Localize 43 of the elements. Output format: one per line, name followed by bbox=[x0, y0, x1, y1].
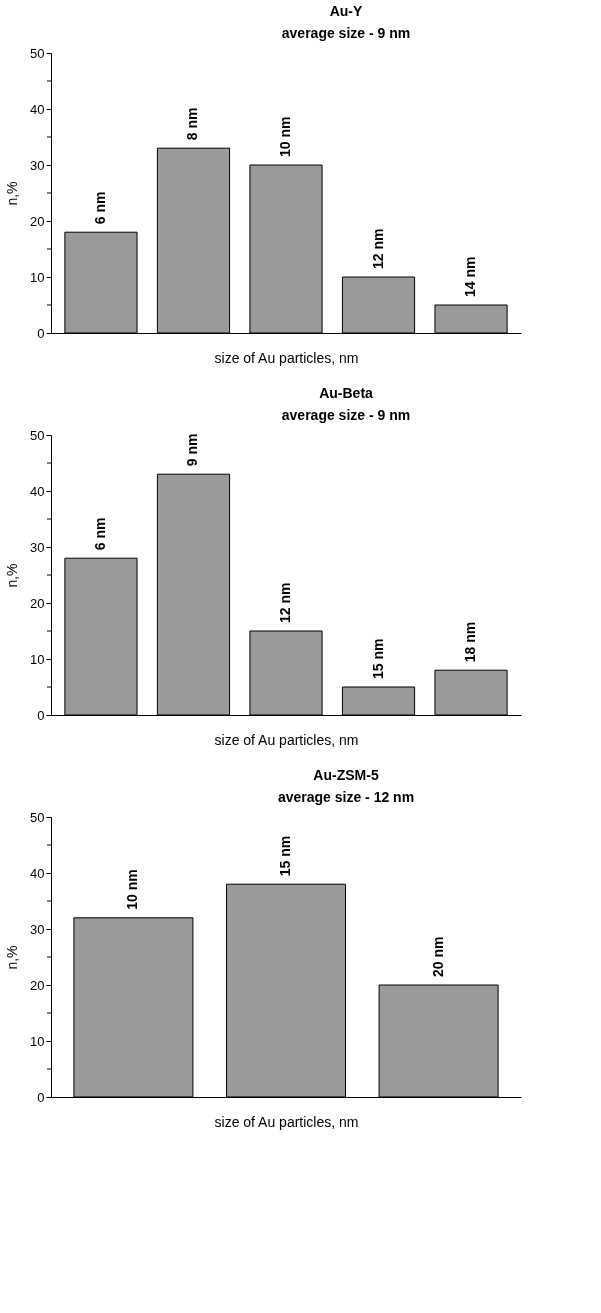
y-tick-label: 30 bbox=[30, 539, 45, 555]
y-axis-title: n,% bbox=[4, 181, 21, 206]
y-tick-label: 40 bbox=[30, 483, 45, 499]
y-axis-title: n,% bbox=[4, 563, 21, 588]
x-tick-label: 12 nm bbox=[369, 228, 386, 269]
x-tick-label: 12 nm bbox=[277, 582, 293, 623]
chart-title: Au-ZSM-5 bbox=[313, 767, 379, 783]
y-tick-label: 10 bbox=[30, 1033, 45, 1049]
y-tick-label: 50 bbox=[30, 809, 45, 825]
x-tick-label: 9 nm bbox=[184, 433, 201, 467]
y-tick-label: 20 bbox=[30, 213, 45, 229]
y-axis-title: n,% bbox=[4, 945, 21, 970]
chart-subtitle: average size - 9 nm bbox=[281, 25, 411, 41]
y-tick-label: 30 bbox=[30, 921, 45, 937]
y-tick-label: 20 bbox=[30, 977, 45, 993]
x-tick-label: 10 nm bbox=[124, 869, 141, 910]
x-axis-title: size of Au particles, nm bbox=[214, 731, 359, 748]
x-tick-label: 6 nm bbox=[91, 191, 108, 225]
y-tick-label: 0 bbox=[37, 1089, 45, 1105]
y-tick-label: 0 bbox=[37, 325, 45, 341]
chart-subtitle: average size - 12 nm bbox=[277, 789, 415, 805]
x-tick-label: 14 nm bbox=[462, 256, 479, 297]
chart-title: Au-Beta bbox=[319, 385, 374, 401]
x-tick-label: 20 nm bbox=[429, 936, 446, 977]
x-tick-label: 6 nm bbox=[91, 517, 108, 551]
y-tick-label: 10 bbox=[30, 651, 45, 667]
y-tick-label: 20 bbox=[30, 595, 45, 611]
chart-subtitle: average size - 9 nm bbox=[281, 407, 411, 423]
chart-title: Au-Y bbox=[329, 3, 363, 19]
y-tick-label: 40 bbox=[30, 101, 45, 117]
y-tick-label: 30 bbox=[30, 157, 45, 173]
x-axis-title: size of Au particles, nm bbox=[214, 349, 359, 366]
x-tick-label: 8 nm bbox=[184, 107, 201, 141]
x-tick-label: 10 nm bbox=[277, 116, 293, 157]
y-tick-label: 50 bbox=[30, 427, 45, 443]
y-tick-label: 0 bbox=[37, 707, 45, 723]
x-axis-title: size of Au particles, nm bbox=[214, 1113, 359, 1130]
y-tick-label: 10 bbox=[30, 269, 45, 285]
x-tick-label: 15 nm bbox=[277, 835, 293, 877]
y-tick-label: 50 bbox=[30, 45, 45, 61]
y-tick-label: 40 bbox=[30, 865, 45, 881]
x-tick-label: 15 nm bbox=[369, 638, 386, 679]
x-tick-label: 18 nm bbox=[462, 621, 479, 663]
